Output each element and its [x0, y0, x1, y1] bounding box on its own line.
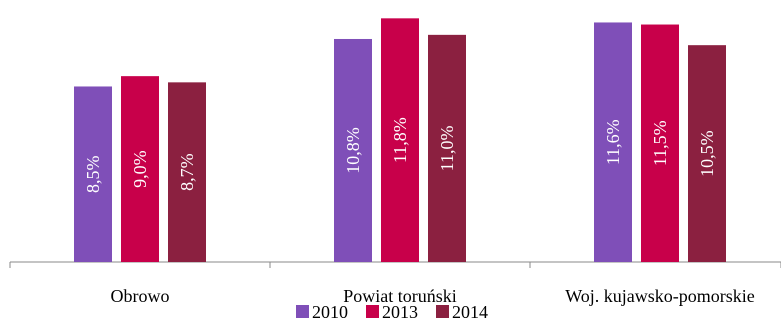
legend-label: 2013: [382, 302, 418, 322]
data-label: 11,0%: [437, 126, 457, 172]
bar-2010-2: [334, 38, 372, 263]
data-label: 9,0%: [130, 150, 150, 188]
legend-label: 2014: [452, 302, 488, 322]
data-label: 10,8%: [343, 127, 363, 174]
data-label: 10,5%: [697, 130, 717, 177]
category-label: Powiat toruński: [343, 286, 457, 306]
bar-2013-1: [121, 76, 159, 263]
bar-2014-3: [688, 45, 726, 262]
bar-2014-2: [428, 34, 466, 262]
data-label: 8,5%: [83, 155, 103, 193]
legend-label: 2010: [312, 302, 348, 322]
category-label: Woj. kujawsko-pomorskie: [565, 286, 755, 306]
bar-2010-1: [74, 86, 112, 262]
bar-2014-1: [168, 82, 206, 262]
legend-swatch: [296, 305, 309, 318]
legend-swatch: [366, 305, 379, 318]
data-label: 8,7%: [177, 153, 197, 191]
chart-legend: 2010 2013 2014: [296, 302, 488, 322]
data-label: 11,5%: [650, 120, 670, 166]
data-label: 11,6%: [603, 119, 623, 165]
bar-2013-2: [381, 18, 419, 262]
bar-2010-3: [594, 22, 632, 263]
category-label: Obrowo: [111, 286, 170, 306]
bar-2013-3: [641, 24, 679, 263]
legend-swatch: [436, 305, 449, 318]
data-label: 11,8%: [390, 117, 410, 163]
